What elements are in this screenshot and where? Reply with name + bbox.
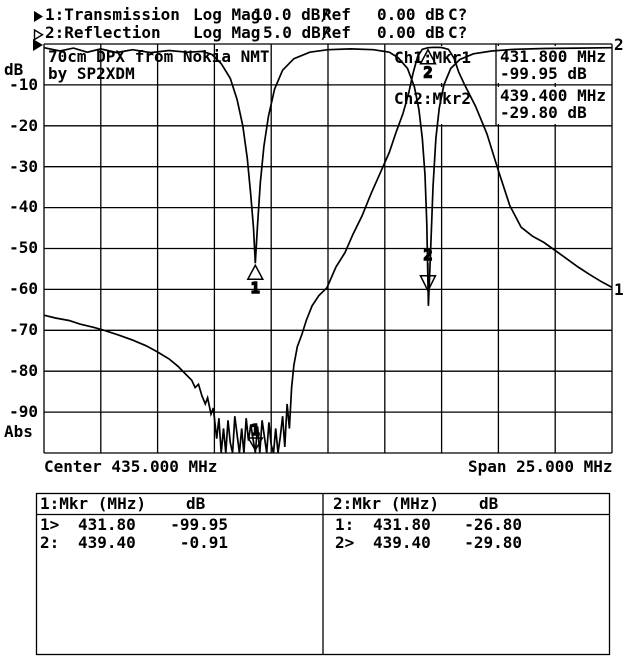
marker-table-1-column: dB [186,494,206,513]
trace-reflection [43,46,613,306]
y-tick-label: -40 [9,197,38,216]
channel-2-label: 2:Reflection [45,23,161,42]
marker-table-2-row2-freq: 439.40 [373,533,431,552]
marker-table-1-row2-sel: 2: [40,533,60,552]
marker-readout-ch2-level: -29.80 dB [500,103,587,122]
marker-readout-ch1-freq: 431.800 MHz [500,47,606,66]
marker-table-2-row1-sel: 1: [335,515,355,534]
marker-table-1-row1-freq: 431.80 [78,515,136,534]
channel-1-scale: 10.0 dB/ [253,5,331,24]
y-tick-label: -50 [9,238,38,257]
marker-table-1-row1-sel: 1> [40,515,60,534]
svg-text:2: 2 [423,64,432,82]
marker-table-2-row1-db: -26.80 [464,515,522,534]
marker-table-1-row2-freq: 439.40 [78,533,136,552]
channel-1-label: 1:Transmission [45,5,180,24]
y-tick-label: -30 [9,157,38,176]
y-tick-label: -10 [9,75,38,94]
marker-table-2-title: 2:Mkr (MHz) [333,494,439,513]
channel-2-cal-status: C? [448,23,468,42]
marker-table-1-row1-db: -99.95 [170,515,228,534]
trace-2-edge-label: 2 [614,35,624,54]
y-axis-unit-label: dB [4,60,24,79]
marker-readout-ch1-label: Ch1:Mkr1 [394,48,472,67]
marker-readout-ch2-freq: 439.400 MHz [500,86,606,105]
channel-2-scale: 5.0 dB/ [263,23,331,42]
channel-1-ref-value: 0.00 dB [377,5,445,24]
marker-table-2-row2-sel: 2> [335,533,355,552]
channel-1-ref-label: Ref [322,5,351,24]
svg-text:1: 1 [251,421,260,439]
trace-title-line2: by SP2XDM [48,64,135,83]
y-axis-abs-label: Abs [4,422,33,441]
channel-1-format: Log Mag [193,5,261,24]
channel-2-ref-label: Ref [322,23,351,42]
center-frequency-label: Center 435.000 MHz [44,457,218,476]
marker-readout-ch1-level: -99.95 dB [500,64,587,83]
svg-text:2: 2 [423,246,432,264]
y-tick-label: -70 [9,320,38,339]
marker-table-1-title: 1:Mkr (MHz) [40,494,146,513]
y-tick-label: -80 [9,361,38,380]
channel-2-ref-value: 0.00 dB [377,23,445,42]
channel-2-marker-icon [33,26,44,45]
trace-1-edge-label: 1 [614,280,624,299]
marker-table-1-row2-db: -0.91 [179,533,228,552]
span-label: Span 25.000 MHz [468,457,613,476]
marker-table-2-row1-freq: 431.80 [373,515,431,534]
channel-2-format: Log Mag [193,23,261,42]
marker-table-2-row2-db: -29.80 [464,533,522,552]
y-tick-label: -60 [9,279,38,298]
y-tick-label: -90 [9,402,38,421]
marker-table-2-column: dB [479,494,499,513]
trace-title-line1: 70cm DPX from Nokia NMT [48,47,270,66]
marker-readout-ch2-label: Ch2:Mkr2 [394,89,472,108]
channel-1-active-marker-icon [33,8,44,27]
y-tick-label: -20 [9,116,38,135]
trace-transmission [43,46,613,454]
channel-1-cal-status: C? [448,5,468,24]
svg-text:1: 1 [251,279,260,297]
